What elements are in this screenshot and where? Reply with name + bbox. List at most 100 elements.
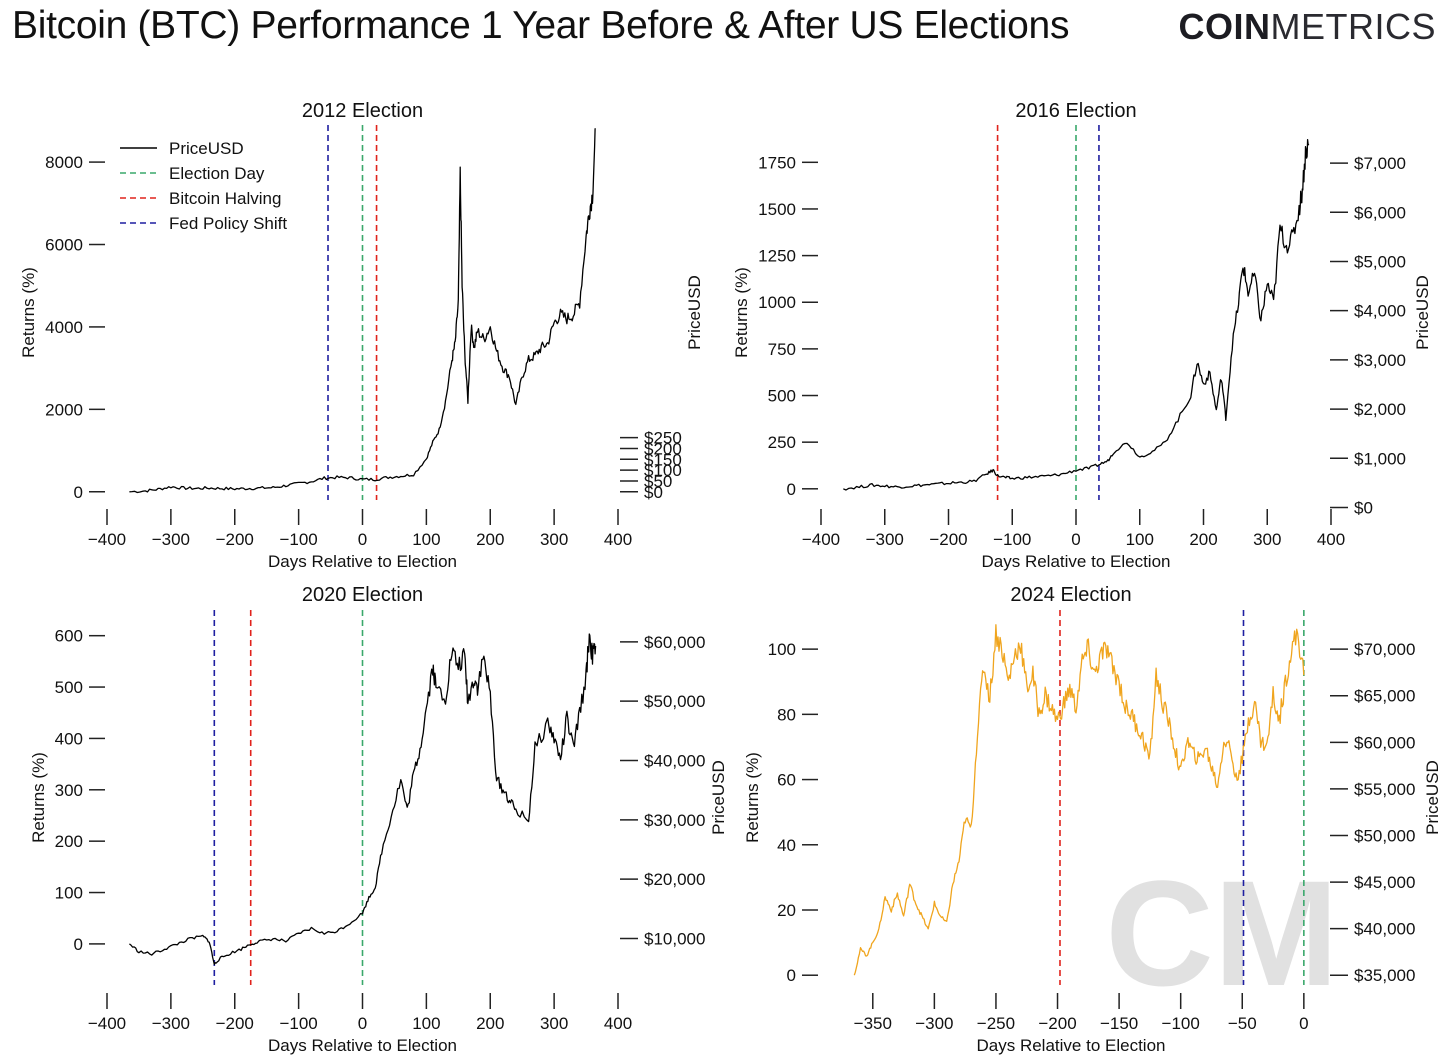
y-tick-label: 0 [787, 480, 796, 499]
y2-tick-label: $50 [644, 472, 672, 491]
y2-tick-label: $60,000 [1354, 733, 1415, 752]
y-tick-label: 2000 [45, 400, 83, 419]
y-tick-label: 0 [787, 966, 796, 985]
chart-title: 2024 Election [1010, 584, 1131, 606]
y2-tick-label: $45,000 [1354, 873, 1415, 892]
x-tick-label: 0 [1071, 530, 1080, 549]
x-tick-label: −300 [152, 530, 190, 549]
y-tick-label: 200 [55, 832, 83, 851]
legend-label: PriceUSD [169, 139, 244, 158]
y-tick-label: 0 [74, 483, 83, 502]
y2-tick-label: $35,000 [1354, 966, 1415, 985]
x-tick-label: −300 [152, 1014, 190, 1033]
y-tick-label: 20 [777, 901, 796, 920]
y-tick-label: 0 [74, 935, 83, 954]
coinmetrics-logo: COINMETRICS [1179, 6, 1437, 48]
y2-axis-label: PriceUSD [1423, 760, 1442, 835]
y-tick-label: 40 [777, 836, 796, 855]
y-tick-label: 1750 [758, 153, 796, 172]
y2-tick-label: $5,000 [1354, 252, 1406, 271]
y-tick-label: 1000 [758, 293, 796, 312]
x-tick-label: −100 [993, 530, 1031, 549]
y-tick-label: 300 [55, 781, 83, 800]
y-tick-label: 60 [777, 771, 796, 790]
y2-tick-label: $65,000 [1354, 687, 1415, 706]
x-tick-label: 100 [1126, 530, 1154, 549]
x-tick-label: 100 [412, 1014, 440, 1033]
x-tick-label: 200 [476, 1014, 504, 1033]
y-tick-label: 500 [55, 678, 83, 697]
x-tick-label: −400 [802, 530, 840, 549]
x-tick-label: 300 [540, 1014, 568, 1033]
y2-tick-label: $4,000 [1354, 302, 1406, 321]
x-tick-label: −350 [854, 1014, 892, 1033]
x-tick-label: 0 [358, 1014, 367, 1033]
y2-tick-label: $50,000 [644, 692, 705, 711]
y-tick-label: 1250 [758, 247, 796, 266]
x-tick-label: −50 [1228, 1014, 1257, 1033]
y2-tick-label: $0 [1354, 498, 1373, 517]
y-tick-label: 8000 [45, 153, 83, 172]
legend-label: Bitcoin Halving [169, 189, 281, 208]
y2-tick-label: $2,000 [1354, 400, 1406, 419]
cm-watermark: CM [1105, 849, 1338, 1017]
y-tick-label: 4000 [45, 318, 83, 337]
x-tick-label: 400 [1317, 530, 1345, 549]
price-series-line [129, 128, 596, 494]
y2-tick-label: $250 [644, 429, 682, 448]
x-tick-label: −200 [216, 1014, 254, 1033]
chart-panel-2016: 2016 Election −400 −300 −200 −100 0 100 200 300 4… [732, 100, 1432, 571]
y2-tick-label: $100 [644, 461, 682, 480]
logo-bold: COIN [1178, 6, 1271, 47]
y2-tick-label: $10,000 [644, 930, 705, 949]
chart-title: 2020 Election [302, 584, 423, 606]
x-axis-label: Days Relative to Election [268, 1036, 457, 1055]
y-tick-label: 500 [768, 387, 796, 406]
legend-label: Fed Policy Shift [169, 214, 287, 233]
y-tick-label: 1500 [758, 200, 796, 219]
x-tick-label: −250 [977, 1014, 1015, 1033]
chart-title: 2016 Election [1015, 100, 1136, 122]
y-tick-label: 250 [768, 433, 796, 452]
y-tick-label: 600 [55, 627, 83, 646]
x-tick-label: −400 [88, 530, 126, 549]
y2-tick-label: $0 [644, 483, 663, 502]
y2-axis-label: PriceUSD [709, 760, 728, 835]
x-tick-label: −300 [915, 1014, 953, 1033]
x-axis-label: Days Relative to Election [982, 552, 1171, 571]
price-series-line [853, 624, 1305, 976]
y2-tick-label: $200 [644, 439, 682, 458]
x-tick-label: 400 [604, 1014, 632, 1033]
chart-panel-2020: 2020 Election −400 −300 −200 −100 0 100 200 300 4… [29, 584, 728, 1055]
y2-tick-label: $55,000 [1354, 780, 1415, 799]
chart-panel-2024: 2024 Election −350 −300 −250 −200 −150 −100 −50… [743, 584, 1442, 1055]
chart-title: 2012 Election [302, 100, 423, 122]
y-axis-label: Returns (%) [743, 752, 762, 843]
x-tick-label: −100 [279, 1014, 317, 1033]
y2-tick-label: $40,000 [644, 752, 705, 771]
y2-axis-label: PriceUSD [1413, 275, 1432, 350]
legend-label: Election Day [169, 164, 265, 183]
y-tick-label: 80 [777, 705, 796, 724]
x-tick-label: 0 [358, 530, 367, 549]
x-tick-label: 100 [412, 530, 440, 549]
y-tick-label: 750 [768, 340, 796, 359]
y2-tick-label: $30,000 [644, 811, 705, 830]
page-title: Bitcoin (BTC) Performance 1 Year Before … [12, 4, 1070, 47]
logo-light: METRICS [1270, 6, 1436, 47]
x-tick-label: 200 [476, 530, 504, 549]
y2-tick-label: $1,000 [1354, 449, 1406, 468]
y2-tick-label: $3,000 [1354, 351, 1406, 370]
y2-tick-label: $150 [644, 450, 682, 469]
x-tick-label: 300 [540, 530, 568, 549]
y2-tick-label: $60,000 [644, 633, 705, 652]
y-axis-label: Returns (%) [19, 267, 38, 358]
x-tick-label: −200 [1038, 1014, 1076, 1033]
x-tick-label: −200 [216, 530, 254, 549]
x-tick-label: −150 [1100, 1014, 1138, 1033]
y2-tick-label: $50,000 [1354, 826, 1415, 845]
y2-tick-label: $70,000 [1354, 640, 1415, 659]
x-tick-label: 400 [604, 530, 632, 549]
y-tick-label: 100 [768, 640, 796, 659]
